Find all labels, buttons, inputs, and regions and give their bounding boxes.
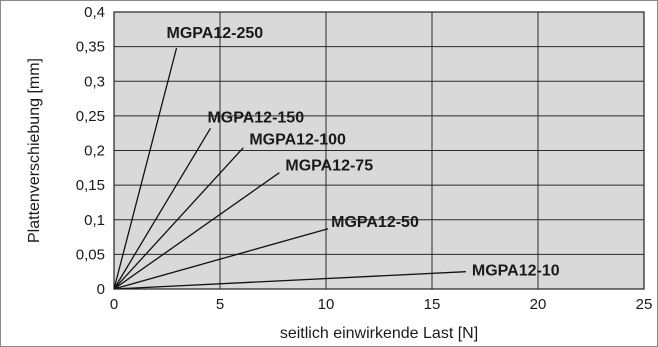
series-label-mgpa12-50: MGPA12-50 (331, 214, 419, 231)
x-tick-label: 20 (530, 296, 547, 313)
series-line-mgpa12-250 (113, 47, 178, 290)
series-label-mgpa12-75: MGPA12-75 (285, 158, 373, 175)
y-tick-labels: 0 0,05 0,1 0,15 0,2 0,25 0,3 0,35 0,4 (76, 4, 105, 298)
x-tick-label: 15 (424, 296, 441, 313)
y-tick-label: 0 (97, 281, 105, 298)
plot-border (113, 11, 645, 290)
y-axis-title: Plattenverschiebung [mm] (26, 58, 43, 243)
series-label-mgpa12-250: MGPA12-250 (167, 25, 264, 42)
series-lines (113, 47, 466, 290)
series-label-mgpa12-100: MGPA12-100 (249, 132, 346, 149)
x-tick-label: 5 (216, 296, 224, 313)
y-tick-label: 0,2 (84, 143, 105, 160)
y-tick-label: 0,05 (76, 246, 105, 263)
x-tick-label: 25 (636, 296, 653, 313)
series-line-mgpa12-50 (113, 228, 329, 290)
series-label-mgpa12-150: MGPA12-150 (207, 109, 304, 126)
y-tick-label: 0,25 (76, 108, 105, 125)
series-line-mgpa12-100 (113, 147, 244, 290)
grid-lines (114, 12, 644, 289)
y-tick-label: 0,4 (84, 4, 105, 21)
series-line-mgpa12-75 (113, 172, 280, 290)
series-labels: MGPA12-250 MGPA12-150 MGPA12-100 MGPA12-75 M… (167, 25, 560, 280)
series-line-mgpa12-150 (113, 128, 212, 290)
x-tick-labels: 0 5 10 15 20 25 (110, 296, 653, 313)
y-tick-label: 0,3 (84, 73, 105, 90)
x-tick-label: 10 (318, 296, 335, 313)
y-tick-label: 0,35 (76, 39, 105, 56)
x-axis-title: seitlich einwirkende Last [N] (280, 325, 478, 342)
series-line-mgpa12-10 (113, 271, 466, 290)
x-tick-label: 0 (110, 296, 118, 313)
y-tick-label: 0,1 (84, 212, 105, 229)
y-tick-label: 0,15 (76, 177, 105, 194)
series-label-mgpa12-10: MGPA12-10 (472, 263, 560, 280)
